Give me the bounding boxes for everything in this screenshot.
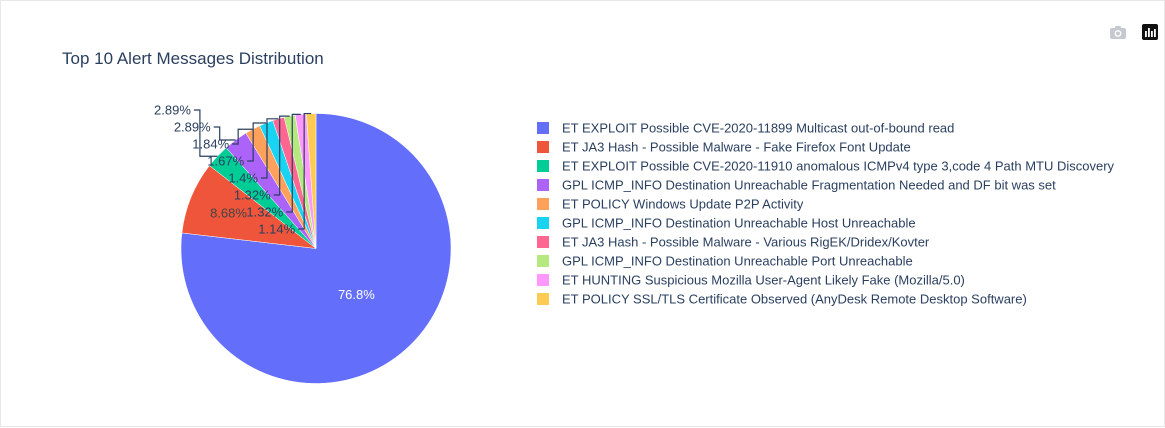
legend-item[interactable]: ET JA3 Hash - Possible Malware - Various…	[537, 235, 930, 250]
legend-item[interactable]: GPL ICMP_INFO Destination Unreachable Ho…	[537, 216, 916, 231]
legend-item[interactable]: GPL ICMP_INFO Destination Unreachable Fr…	[537, 178, 1056, 193]
leader-line	[247, 122, 267, 162]
leader-line	[286, 113, 301, 213]
legend-item[interactable]: ET JA3 Hash - Possible Malware - Fake Fi…	[537, 140, 911, 155]
plotly-logo-icon	[1142, 24, 1158, 40]
legend-item[interactable]: ET POLICY Windows Update P2P Activity	[537, 197, 804, 212]
slice-label: 1.84%	[192, 137, 229, 152]
legend-swatch	[537, 141, 549, 153]
legend-label: ET POLICY Windows Update P2P Activity	[562, 197, 804, 212]
legend-label: ET JA3 Hash - Possible Malware - Various…	[562, 235, 930, 250]
slice-label: 2.89%	[154, 103, 191, 118]
legend-item[interactable]: ET POLICY SSL/TLS Certificate Observed (…	[537, 292, 1027, 307]
legend-item[interactable]: GPL ICMP_INFO Destination Unreachable Po…	[537, 254, 913, 269]
leader-line	[260, 118, 279, 179]
leader-line	[232, 128, 253, 145]
legend-swatch	[537, 236, 549, 248]
legend-label: GPL ICMP_INFO Destination Unreachable Po…	[562, 254, 913, 269]
slice-label: 1.4%	[228, 171, 258, 186]
slice-label: 76.8%	[338, 287, 375, 302]
chart-title: Top 10 Alert Messages Distribution	[62, 49, 324, 68]
leader-line	[298, 112, 312, 230]
leader-line	[273, 115, 290, 196]
legend-label: ET EXPLOIT Possible CVE-2020-11899 Multi…	[562, 121, 954, 136]
legend-swatch	[537, 274, 549, 286]
legend-swatch	[537, 160, 549, 172]
legend: ET EXPLOIT Possible CVE-2020-11899 Multi…	[537, 121, 1115, 307]
plotly-logo-button[interactable]	[1142, 24, 1158, 40]
legend-label: ET POLICY SSL/TLS Certificate Observed (…	[562, 292, 1027, 307]
slice-label: 1.67%	[207, 154, 244, 169]
slice-label: 1.32%	[234, 188, 271, 203]
camera-icon	[1110, 26, 1126, 39]
leader-line	[213, 126, 236, 141]
slice-label: 1.14%	[258, 222, 295, 237]
legend-item[interactable]: ET HUNTING Suspicious Mozilla User-Agent…	[537, 273, 965, 288]
slice-label: 2.89%	[174, 120, 211, 135]
legend-label: GPL ICMP_INFO Destination Unreachable Ho…	[562, 216, 916, 231]
slice-label: 1.32%	[246, 205, 283, 220]
legend-swatch	[537, 293, 549, 305]
legend-swatch	[537, 255, 549, 267]
legend-swatch	[537, 179, 549, 191]
legend-swatch	[537, 217, 549, 229]
legend-item[interactable]: ET EXPLOIT Possible CVE-2020-11899 Multi…	[537, 121, 954, 136]
slice-label: 8.68%	[210, 206, 247, 221]
pie-group: 76.8% 8.68%	[180, 113, 452, 384]
legend-swatch	[537, 198, 549, 210]
legend-label: ET HUNTING Suspicious Mozilla User-Agent…	[562, 273, 965, 288]
legend-item[interactable]: ET EXPLOIT Possible CVE-2020-11910 anoma…	[537, 159, 1115, 174]
legend-swatch	[537, 122, 549, 134]
camera-button[interactable]	[1110, 26, 1126, 39]
outside-labels: 2.89% 2.89% 1.84% 1.67% 1.4% 1.32% 1.32% 1.14%	[154, 103, 312, 237]
legend-label: ET JA3 Hash - Possible Malware - Fake Fi…	[562, 140, 911, 155]
legend-label: GPL ICMP_INFO Destination Unreachable Fr…	[562, 178, 1056, 193]
legend-label: ET EXPLOIT Possible CVE-2020-11910 anoma…	[562, 159, 1115, 174]
leader-line	[193, 109, 218, 157]
